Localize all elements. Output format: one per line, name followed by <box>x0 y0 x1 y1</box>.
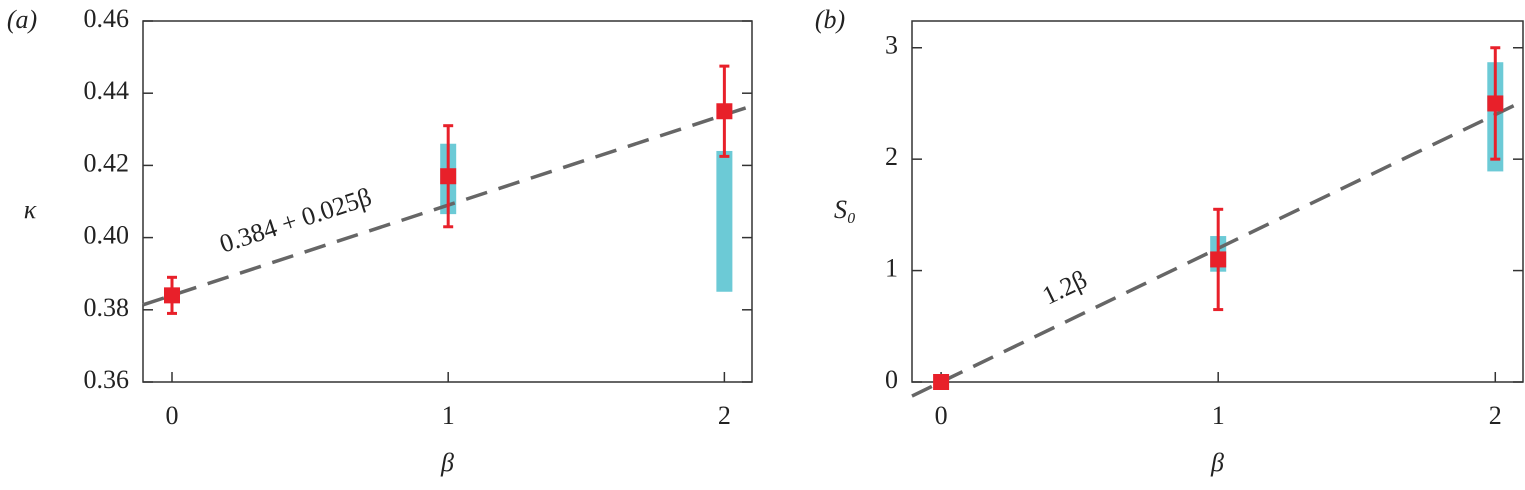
range-bar <box>716 150 733 292</box>
point <box>1210 251 1227 268</box>
point <box>440 168 457 185</box>
x-tick-label: 0 <box>166 401 179 430</box>
y-axis-label: S₀ <box>834 195 856 224</box>
x-tick-label: 0 <box>935 401 948 430</box>
fit-line <box>911 99 1524 398</box>
point <box>716 103 733 120</box>
y-tick-label: 0.44 <box>84 76 130 105</box>
point <box>933 374 950 390</box>
y-tick-label: 2 <box>885 142 898 171</box>
y-tick-label: 0.46 <box>84 4 130 33</box>
y-tick-label: 0.42 <box>84 148 130 177</box>
x-tick-label: 2 <box>1489 401 1502 430</box>
panel-label: (b) <box>815 5 845 34</box>
y-axis-label: κ <box>24 195 37 224</box>
y-tick-label: 0.38 <box>84 293 130 322</box>
x-axis-label: β <box>1210 448 1224 477</box>
y-tick-label: 0.40 <box>84 221 130 250</box>
plot-frame <box>911 20 1524 383</box>
y-tick-label: 0.36 <box>84 365 130 394</box>
y-tick-label: 0 <box>885 365 898 394</box>
y-tick-label: 1 <box>885 254 898 283</box>
point <box>1487 95 1504 112</box>
panel-label: (a) <box>7 5 37 34</box>
y-tick-label: 3 <box>885 31 898 60</box>
x-axis-label: β <box>440 448 454 477</box>
x-tick-label: 2 <box>718 401 731 430</box>
fit-label: 1.2β <box>1038 265 1092 311</box>
x-tick-label: 1 <box>1212 401 1225 430</box>
fit-label: 0.384 + 0.025β <box>216 182 375 259</box>
point <box>164 287 180 304</box>
x-tick-label: 1 <box>442 401 455 430</box>
